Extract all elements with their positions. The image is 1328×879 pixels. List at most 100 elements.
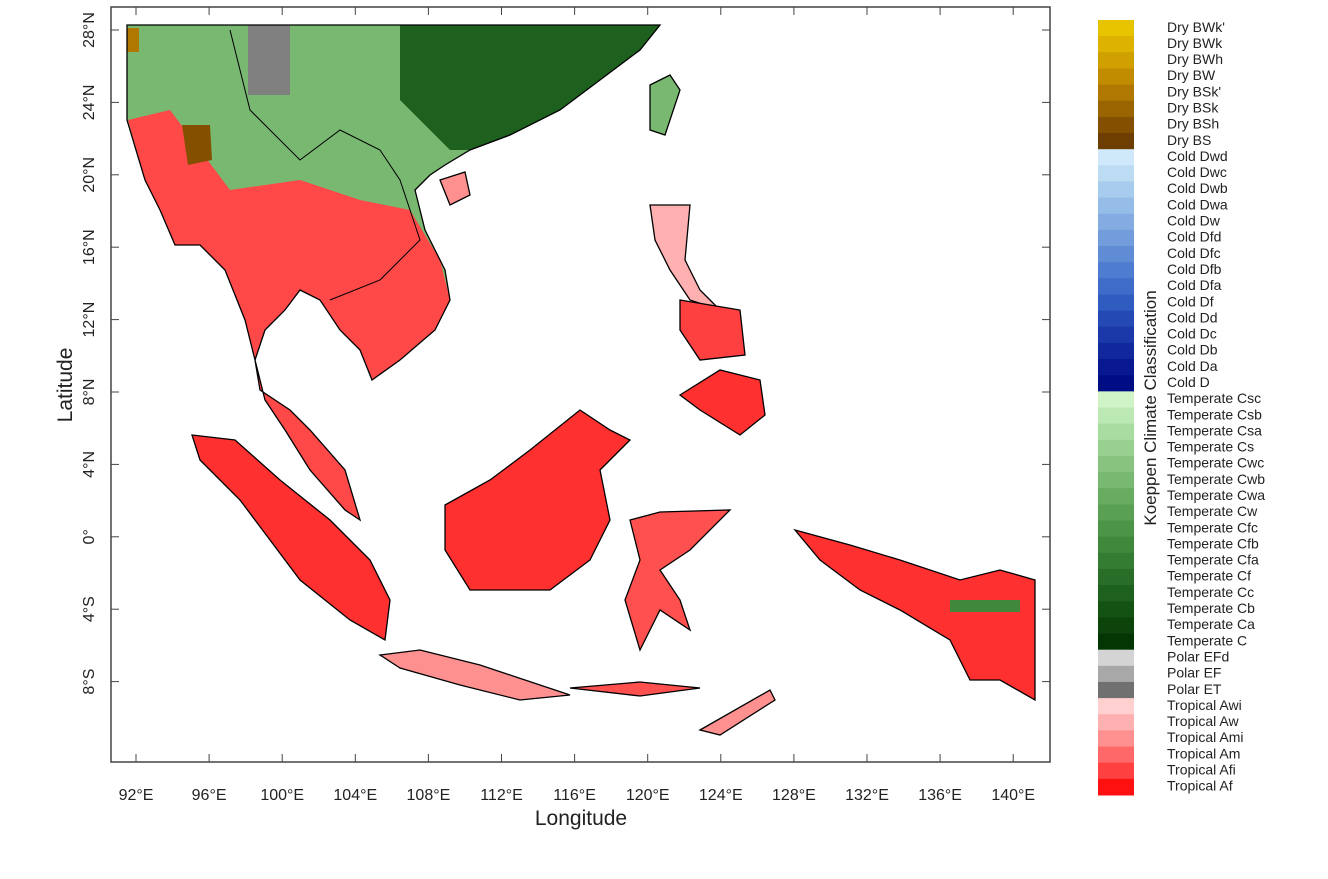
mainland-outline xyxy=(126,24,662,522)
legend-label: Temperate Cfb xyxy=(1167,535,1259,551)
x-tick-label: 100°E xyxy=(260,787,304,804)
hainan xyxy=(439,171,471,206)
x-tick-label: 112°E xyxy=(480,787,523,804)
legend-swatch xyxy=(1098,20,1134,37)
borneo xyxy=(444,409,632,591)
legend-label: Polar EFd xyxy=(1167,648,1229,664)
x-axis-title: Longitude xyxy=(535,807,627,830)
mainland-tropical xyxy=(128,110,450,520)
legend-label: Dry BWh xyxy=(1167,51,1223,67)
legend-label: Tropical Am xyxy=(1167,745,1240,761)
legend-label: Cold Dfd xyxy=(1167,229,1221,245)
legend-swatch xyxy=(1098,310,1134,328)
legend-swatch xyxy=(1098,116,1134,134)
legend-swatch xyxy=(1098,633,1134,651)
y-tick-label: 16°N xyxy=(81,229,98,265)
legend-label: Dry BSk xyxy=(1167,100,1219,116)
legend-label: Dry BW xyxy=(1167,67,1216,83)
legend-swatch xyxy=(1098,778,1134,796)
legend-label: Temperate Cw xyxy=(1167,503,1258,519)
legend-label: Cold Dc xyxy=(1167,326,1217,342)
java xyxy=(378,649,571,701)
map-land xyxy=(111,7,1050,762)
x-tick-label: 104°E xyxy=(333,787,377,804)
x-tick-label: 140°E xyxy=(991,787,1035,804)
legend-label: Temperate Cb xyxy=(1167,600,1255,616)
x-tick-label: 136°E xyxy=(918,787,962,804)
legend-label: Tropical Ami xyxy=(1167,729,1244,745)
legend-swatch xyxy=(1098,342,1134,360)
legend-label: Temperate Cfc xyxy=(1167,519,1258,535)
legend-swatch xyxy=(1098,455,1134,473)
legend-swatch xyxy=(1098,375,1134,392)
legend-swatch xyxy=(1098,246,1134,263)
legend-label: Cold Dfb xyxy=(1167,261,1222,277)
legend-swatch xyxy=(1098,133,1134,150)
legend-swatch xyxy=(1098,536,1134,554)
legend-label: Temperate Ca xyxy=(1167,616,1255,632)
legend-swatch xyxy=(1098,488,1134,505)
legend-swatch xyxy=(1098,730,1134,748)
legend-label: Cold D xyxy=(1167,374,1210,390)
legend-label: Dry BSh xyxy=(1167,116,1219,132)
legend-swatch xyxy=(1098,698,1134,715)
legend-swatch xyxy=(1098,472,1134,489)
legend-swatch xyxy=(1098,68,1134,86)
timor xyxy=(698,689,776,736)
legend-label: Cold Dd xyxy=(1167,309,1218,325)
mindanao xyxy=(678,369,766,436)
lesser-sunda xyxy=(569,681,701,697)
legend-label: Tropical Awi xyxy=(1167,697,1242,713)
legend-label: Temperate Cc xyxy=(1167,584,1254,600)
legend-label: Tropical Afi xyxy=(1167,761,1236,777)
legend-label: Temperate Cwc xyxy=(1167,455,1264,471)
legend-label: Temperate Cfa xyxy=(1167,552,1259,568)
legend-label: Cold Db xyxy=(1167,342,1218,358)
x-tick-label: 124°E xyxy=(699,787,743,804)
legend-swatch xyxy=(1098,181,1134,199)
legend-swatch xyxy=(1098,504,1134,522)
legend-label: Tropical Aw xyxy=(1167,713,1239,729)
sulawesi xyxy=(624,509,732,652)
sumatra xyxy=(191,434,391,642)
legend-swatch xyxy=(1098,197,1134,215)
legend-label: Polar ET xyxy=(1167,681,1222,697)
legend-label: Cold Dwa xyxy=(1167,196,1228,212)
dry-patch xyxy=(182,125,212,165)
legend-label: Cold Dfc xyxy=(1167,245,1221,261)
legend-swatch xyxy=(1098,601,1134,618)
legend-swatch xyxy=(1098,714,1134,731)
legend-swatch xyxy=(1098,649,1134,667)
legend-swatch xyxy=(1098,294,1134,312)
legend-swatch xyxy=(1098,423,1134,441)
south-china-temperate xyxy=(400,25,660,150)
y-tick-label: 20°N xyxy=(81,157,98,193)
borders xyxy=(229,29,421,301)
new-guinea xyxy=(793,528,1036,702)
legend-label: Dry BWk xyxy=(1167,35,1223,51)
legend-swatch xyxy=(1098,762,1134,780)
legend-swatch xyxy=(1098,278,1134,295)
legend-label: Temperate Csa xyxy=(1167,422,1262,438)
legend-label: Temperate Cf xyxy=(1167,568,1251,584)
legend-swatch xyxy=(1098,617,1134,635)
visayas xyxy=(679,299,746,361)
y-tick-label: 28°N xyxy=(81,12,98,48)
y-tick-label: 24°N xyxy=(81,85,98,121)
legend-swatch xyxy=(1098,568,1134,586)
legend-label: Cold Dwc xyxy=(1167,164,1227,180)
legend-swatch xyxy=(1098,213,1134,231)
legend-label: Tropical Af xyxy=(1167,778,1233,794)
legend-label: Cold Dwb xyxy=(1167,180,1228,196)
legend-swatch xyxy=(1098,746,1134,764)
legend-label: Temperate C xyxy=(1167,632,1247,648)
highland-polar xyxy=(248,25,290,95)
legend-swatch xyxy=(1098,262,1134,279)
legend-swatch xyxy=(1098,681,1134,699)
legend-swatch xyxy=(1098,84,1134,102)
legend-label: Dry BWk' xyxy=(1167,19,1225,35)
x-tick-label: 132°E xyxy=(845,787,889,804)
legend-swatch xyxy=(1098,359,1134,376)
